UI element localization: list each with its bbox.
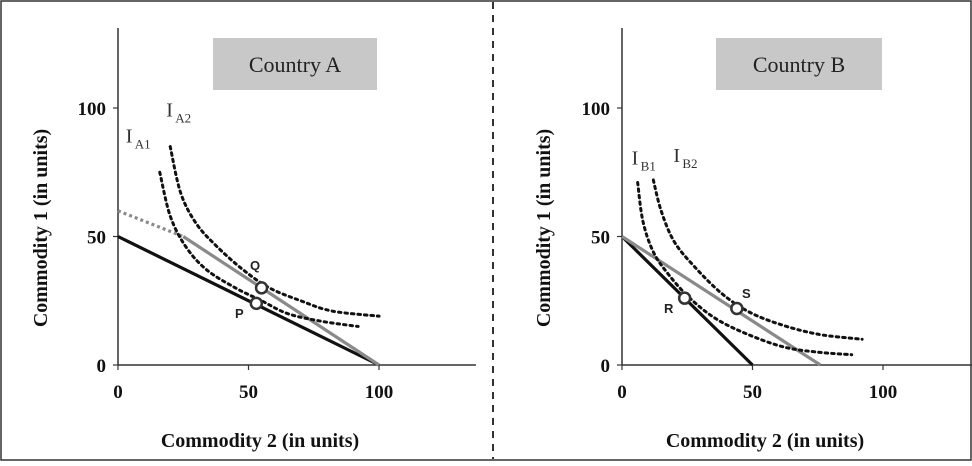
- x-axis-label: Commodity 2 (in units): [666, 430, 864, 452]
- y-tick-label: 100: [582, 99, 611, 120]
- x-tick-label: 50: [743, 382, 762, 403]
- trade-line: [182, 235, 380, 367]
- indifference-curve: [651, 178, 864, 341]
- point-label: S: [742, 286, 751, 301]
- x-tick-label: 50: [239, 382, 258, 403]
- y-tick-label: 50: [591, 228, 610, 249]
- indifference-curve-label: I: [166, 100, 173, 122]
- indifference-curve-label: I: [632, 148, 639, 170]
- equilibrium-point: [249, 296, 264, 311]
- panel-title-box: [213, 38, 377, 90]
- indifference-curve: [636, 181, 854, 357]
- x-tick-label: 100: [869, 382, 898, 403]
- point-label: R: [664, 301, 674, 316]
- equilibrium-point: [677, 291, 692, 305]
- indifference-curve-label: I: [126, 125, 133, 147]
- equilibrium-point: [730, 301, 744, 316]
- indifference-curve-subscript: B2: [682, 156, 697, 171]
- panel-country-b: Country B Commodity 1 (in units) Commodi…: [533, 28, 972, 452]
- y-tick-label: 50: [87, 228, 106, 249]
- x-tick-label: 100: [365, 382, 394, 403]
- indifference-curve-subscript: A1: [135, 136, 151, 151]
- x-tick-label: 0: [617, 382, 627, 403]
- trade-line: [621, 235, 822, 367]
- trade-line: [117, 235, 380, 367]
- panel-country-a: Country A Commodity 1 (in units) Commodi…: [30, 28, 476, 452]
- indifference-curve-subscript: B1: [641, 159, 656, 174]
- y-tick-label: 0: [601, 356, 611, 377]
- point-label: Q: [250, 258, 260, 273]
- point-label: P: [235, 306, 244, 321]
- indifference-curve-label: I: [673, 145, 680, 167]
- indifference-curve-subscript: A2: [175, 111, 191, 126]
- y-tick-label: 100: [78, 99, 107, 120]
- y-axis-label: Commodity 1 (in units): [533, 129, 555, 327]
- equilibrium-point: [254, 281, 269, 295]
- indifference-curve: [158, 170, 360, 328]
- x-tick-label: 0: [113, 382, 123, 403]
- y-axis-label: Commodity 1 (in units): [30, 129, 52, 327]
- x-axis-label: Commodity 2 (in units): [161, 430, 359, 452]
- indifference-curve: [168, 145, 381, 318]
- y-tick-label: 0: [97, 356, 107, 377]
- panel-title: Country B: [753, 52, 845, 77]
- panel-title-box: [716, 38, 882, 90]
- panel-title: Country A: [249, 52, 341, 77]
